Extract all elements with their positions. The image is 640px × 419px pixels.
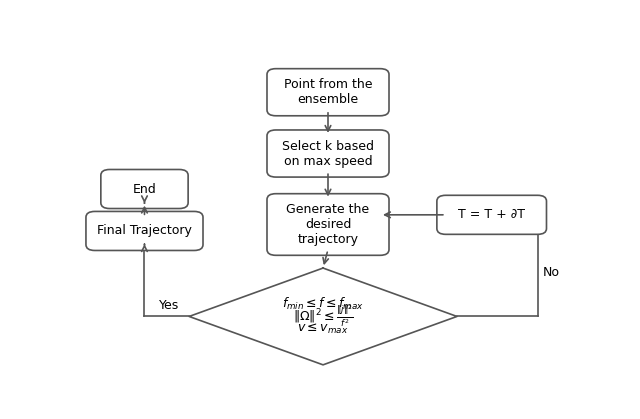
Text: $f_{min}  \leq  f  \leq  f_{max}$: $f_{min} \leq f \leq f_{max}$: [282, 296, 364, 312]
FancyBboxPatch shape: [86, 212, 203, 251]
Text: Point from the
ensemble: Point from the ensemble: [284, 78, 372, 106]
Text: Select k based
on max speed: Select k based on max speed: [282, 140, 374, 168]
FancyBboxPatch shape: [437, 195, 547, 234]
Text: T = T + ∂T: T = T + ∂T: [458, 208, 525, 221]
Text: End: End: [132, 183, 156, 196]
FancyBboxPatch shape: [267, 130, 389, 177]
Text: No: No: [543, 266, 559, 279]
FancyBboxPatch shape: [267, 69, 389, 116]
FancyBboxPatch shape: [101, 170, 188, 209]
Text: Generate the
desired
trajectory: Generate the desired trajectory: [287, 203, 369, 246]
Text: $v  \leq  v_{max}$: $v \leq v_{max}$: [298, 322, 349, 336]
Text: Final Trajectory: Final Trajectory: [97, 225, 192, 238]
Text: $\|\Omega\|^2  \leq  \frac{\|j\|^2}{f^2}$: $\|\Omega\|^2 \leq \frac{\|j\|^2}{f^2}$: [292, 304, 353, 329]
Text: Yes: Yes: [159, 299, 180, 312]
FancyBboxPatch shape: [267, 194, 389, 255]
